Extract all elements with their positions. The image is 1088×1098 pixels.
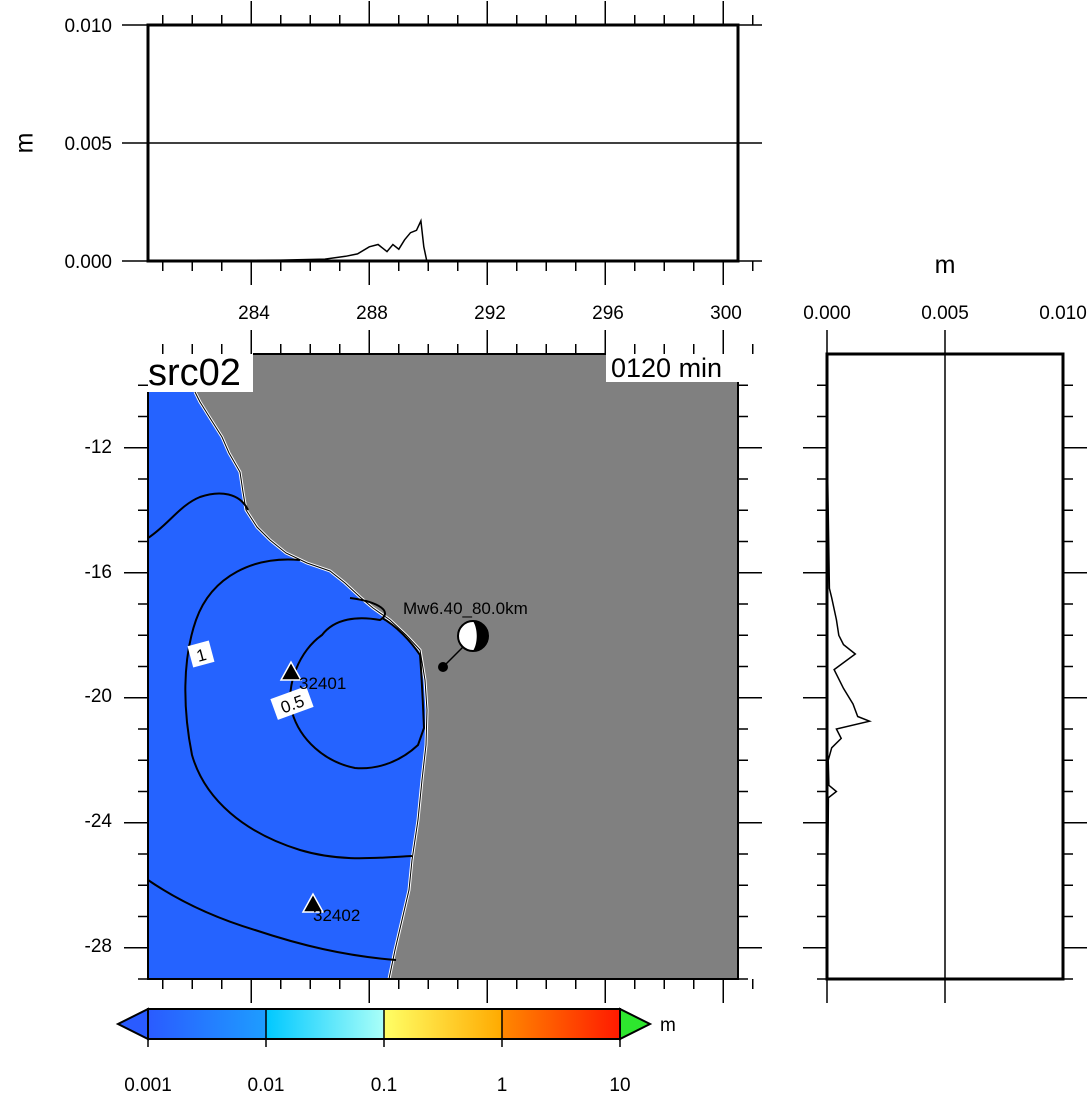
top-ytick: 0.010 [64,16,112,37]
ocean-area [148,392,427,979]
top-xtick-label: 300 [710,303,742,324]
colorbar-tick: 0.1 [371,1075,397,1096]
map-ytick-label: -16 [85,562,112,583]
colorbar-segment [266,1009,384,1039]
top-series-line [147,218,738,262]
map-ticks [124,330,762,1003]
contour-label-1: 1 [187,640,215,668]
colorbar-tick: 10 [609,1075,630,1096]
map-ytick-label: -12 [85,437,112,458]
contour-line [147,492,249,539]
colorbar-unit: m [660,1015,676,1036]
contour-line [147,879,397,961]
colorbar-tick: 1 [497,1075,508,1096]
colorbar-segment [148,1009,266,1039]
contour-line [184,558,413,860]
colorbar-tick: 0.001 [124,1075,172,1096]
focal-mechanism-fill [473,621,488,651]
top-xtick-label: 284 [238,303,270,324]
right-xtick-label: 0.000 [803,303,851,324]
right-panel: m 0.000 0.005 0.010 [803,251,1087,1003]
contour-line [289,597,426,770]
earthquake-marker[interactable]: Mw6.40_80.0km [403,599,528,672]
top-ytick: 0.005 [64,134,112,155]
map-panel: 1 0.5 32401 32402 Mw6.40_80.0km src02 01… [85,330,762,1003]
coastline-outline [194,391,428,980]
station-32402[interactable]: 32402 [301,892,360,925]
right-xtick-label: 0.005 [921,303,969,324]
top-ylabel: m [11,133,39,154]
colorbar-tick: 0.01 [248,1075,285,1096]
top-xtick-label: 296 [592,303,624,324]
right-yticks [803,384,1087,980]
colorbar-high-arrow [619,1007,653,1041]
right-xlabel: m [935,251,956,279]
colorbar-segment [502,1009,620,1039]
time-label: 0120 min [611,353,722,383]
colorbar-low-arrow [115,1007,149,1041]
top-xtick-label: 288 [356,303,388,324]
colorbar: m 0.001 0.01 0.1 1 10 [115,1007,676,1096]
station-triangle-icon [279,660,303,681]
top-panel: 0.010 0.005 0.000 m 284 288 292 296 300 [11,1,762,324]
panel-label-box [146,352,253,392]
station-label: 32401 [299,674,346,693]
time-label-box [606,352,746,382]
map-ytick-label: -20 [85,686,112,707]
right-xtick-label: 0.010 [1039,303,1087,324]
top-ytick: 0.000 [64,252,112,273]
station-triangle-icon [301,892,325,913]
station-label: 32402 [313,906,360,925]
map-ytick-label: -28 [85,936,112,957]
map-ytick-label: -24 [85,811,113,832]
earthquake-label: Mw6.40_80.0km [403,599,528,618]
right-series-line [826,444,872,964]
epicenter-dot [438,662,448,672]
top-xtick-label: 292 [474,303,506,324]
station-32401[interactable]: 32401 [279,660,346,693]
colorbar-segment [384,1009,502,1039]
top-xticks [162,1,754,285]
panel-label: src02 [148,352,241,394]
